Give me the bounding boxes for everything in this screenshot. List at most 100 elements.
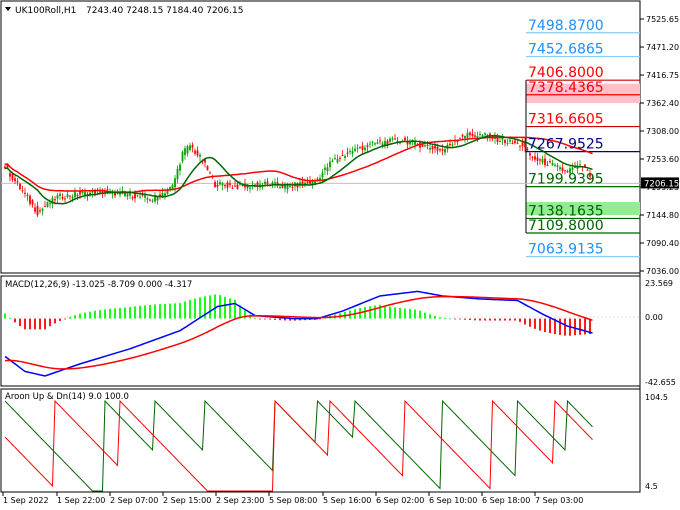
candle-body [384, 141, 386, 145]
candle-body [429, 147, 431, 150]
macd-histogram-bar [259, 318, 261, 320]
candle-body [496, 136, 499, 142]
candle-body [311, 180, 314, 185]
candle-body [529, 153, 531, 156]
macd-histogram-bar [399, 307, 401, 319]
macd-histogram-bar [189, 299, 191, 319]
candle-body [541, 158, 544, 163]
time-axis-label: 1 Sep 2022 [3, 496, 49, 505]
macd-histogram-bar [154, 304, 156, 319]
candle-body [559, 167, 561, 170]
current-price-tag-text: 7206.15 [644, 179, 679, 189]
candle-body [561, 167, 564, 171]
candle-body [159, 194, 161, 198]
candle-body [29, 195, 31, 204]
candle-body [439, 149, 441, 151]
candle-body [321, 172, 324, 178]
candle-body [129, 192, 131, 196]
candle-body [174, 178, 176, 188]
candle-body [189, 145, 191, 150]
candle-body [264, 181, 266, 185]
candle-body [339, 157, 341, 159]
candle-body [346, 152, 349, 154]
macd-histogram-bar [224, 296, 226, 319]
candle-body [281, 184, 284, 188]
pivot-levels [525, 32, 640, 258]
macd-histogram-bar [44, 318, 46, 330]
macd-histogram-bar [129, 307, 131, 319]
candle-body [531, 156, 534, 158]
macd-histogram-bar [79, 313, 81, 319]
candle-body [389, 138, 391, 142]
price-axis-label: 7253.60 [646, 155, 679, 164]
candle-body [374, 143, 376, 145]
macd-histogram-bar [389, 306, 391, 319]
symbol-label: UK100Roll,H1 [15, 6, 76, 16]
candle-body [94, 189, 96, 195]
candle-body [34, 207, 36, 212]
aroon-pane[interactable] [0, 388, 641, 493]
pivot-level-label: 7109.8000 [528, 218, 604, 234]
candle-body [434, 145, 436, 149]
candle-body [584, 164, 586, 168]
candle-body [539, 159, 541, 161]
macd-histogram-bar [499, 318, 501, 321]
macd-histogram-bar [264, 318, 266, 320]
candle-body [406, 140, 409, 145]
candle-body [256, 182, 259, 187]
candle-body [204, 159, 206, 163]
candle-body [161, 192, 164, 198]
resistance-zone [526, 83, 640, 104]
macd-histogram-bar [534, 318, 536, 329]
candle-body [526, 149, 529, 151]
macd-histogram-bar [489, 318, 491, 321]
main-pane[interactable] [0, 0, 641, 274]
candle-body [89, 192, 91, 196]
candle-body [499, 140, 501, 142]
candle-body [209, 172, 211, 174]
support-zone [526, 202, 640, 216]
candle-body [591, 175, 594, 177]
candle-body [556, 165, 559, 167]
candle-body [416, 143, 419, 145]
candle-body [234, 185, 236, 187]
candle-body [396, 140, 399, 142]
macd-histogram-bar [124, 307, 126, 319]
candle-body [271, 182, 274, 185]
candle-body [361, 145, 364, 150]
candle-body [461, 135, 464, 137]
macd-pane[interactable] [0, 275, 641, 387]
candle-body [6, 164, 9, 168]
macd-histogram-bar [474, 318, 476, 321]
macd-histogram-bar [179, 303, 181, 319]
candle-body [249, 187, 251, 189]
time-axis-label: 2 Sep 15:00 [163, 496, 211, 505]
candle-body [64, 198, 66, 200]
macd-histogram-bar [194, 298, 196, 319]
candle-body [314, 181, 316, 186]
macd-histogram-bar [289, 318, 291, 321]
time-axis: 1 Sep 2022 1 Sep 22:00 2 Sep 07:00 2 Sep 15… [2, 492, 583, 505]
pivot-level-label: 7199.9395 [528, 172, 604, 188]
macd-histogram-bar [394, 307, 396, 319]
aroon-axis-top: 104.5 [645, 393, 668, 402]
candle-body [61, 197, 64, 199]
candle-body [489, 133, 491, 137]
candle-body [71, 196, 74, 199]
candle-body [59, 193, 61, 196]
macd-histogram-bar [64, 318, 66, 320]
candle-body [149, 199, 151, 201]
candle-body [544, 158, 546, 166]
candle-body [569, 168, 571, 174]
candle-body [359, 147, 361, 149]
price-axis-label: 7416.75 [646, 71, 679, 80]
macd-histogram-bar [579, 318, 581, 335]
macd-histogram-bar [94, 310, 96, 319]
candle-body [231, 187, 234, 189]
candle-body [441, 149, 444, 151]
collapse-triangle-icon[interactable] [5, 7, 11, 11]
candle-body [326, 167, 329, 172]
candle-body [474, 135, 476, 137]
